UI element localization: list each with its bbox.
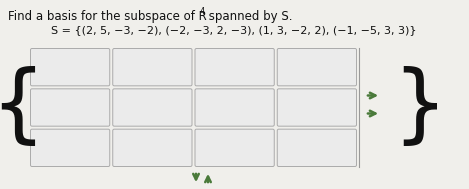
FancyBboxPatch shape bbox=[30, 49, 110, 86]
Text: S = {(2, 5, −3, −2), (−2, −3, 2, −3), (1, 3, −2, 2), (−1, −5, 3, 3)}: S = {(2, 5, −3, −2), (−2, −3, 2, −3), (1… bbox=[51, 25, 417, 35]
FancyBboxPatch shape bbox=[195, 129, 274, 167]
Text: spanned by S.: spanned by S. bbox=[205, 10, 293, 23]
FancyBboxPatch shape bbox=[30, 129, 110, 167]
FancyBboxPatch shape bbox=[113, 49, 192, 86]
Text: }: } bbox=[393, 66, 447, 149]
FancyBboxPatch shape bbox=[195, 49, 274, 86]
FancyBboxPatch shape bbox=[277, 129, 356, 167]
Text: 4: 4 bbox=[200, 7, 205, 16]
FancyBboxPatch shape bbox=[113, 129, 192, 167]
FancyBboxPatch shape bbox=[30, 89, 110, 126]
FancyBboxPatch shape bbox=[195, 89, 274, 126]
Text: {: { bbox=[0, 66, 45, 149]
FancyBboxPatch shape bbox=[277, 49, 356, 86]
Text: Find a basis for the subspace of R: Find a basis for the subspace of R bbox=[8, 10, 207, 23]
FancyBboxPatch shape bbox=[277, 89, 356, 126]
FancyBboxPatch shape bbox=[113, 89, 192, 126]
